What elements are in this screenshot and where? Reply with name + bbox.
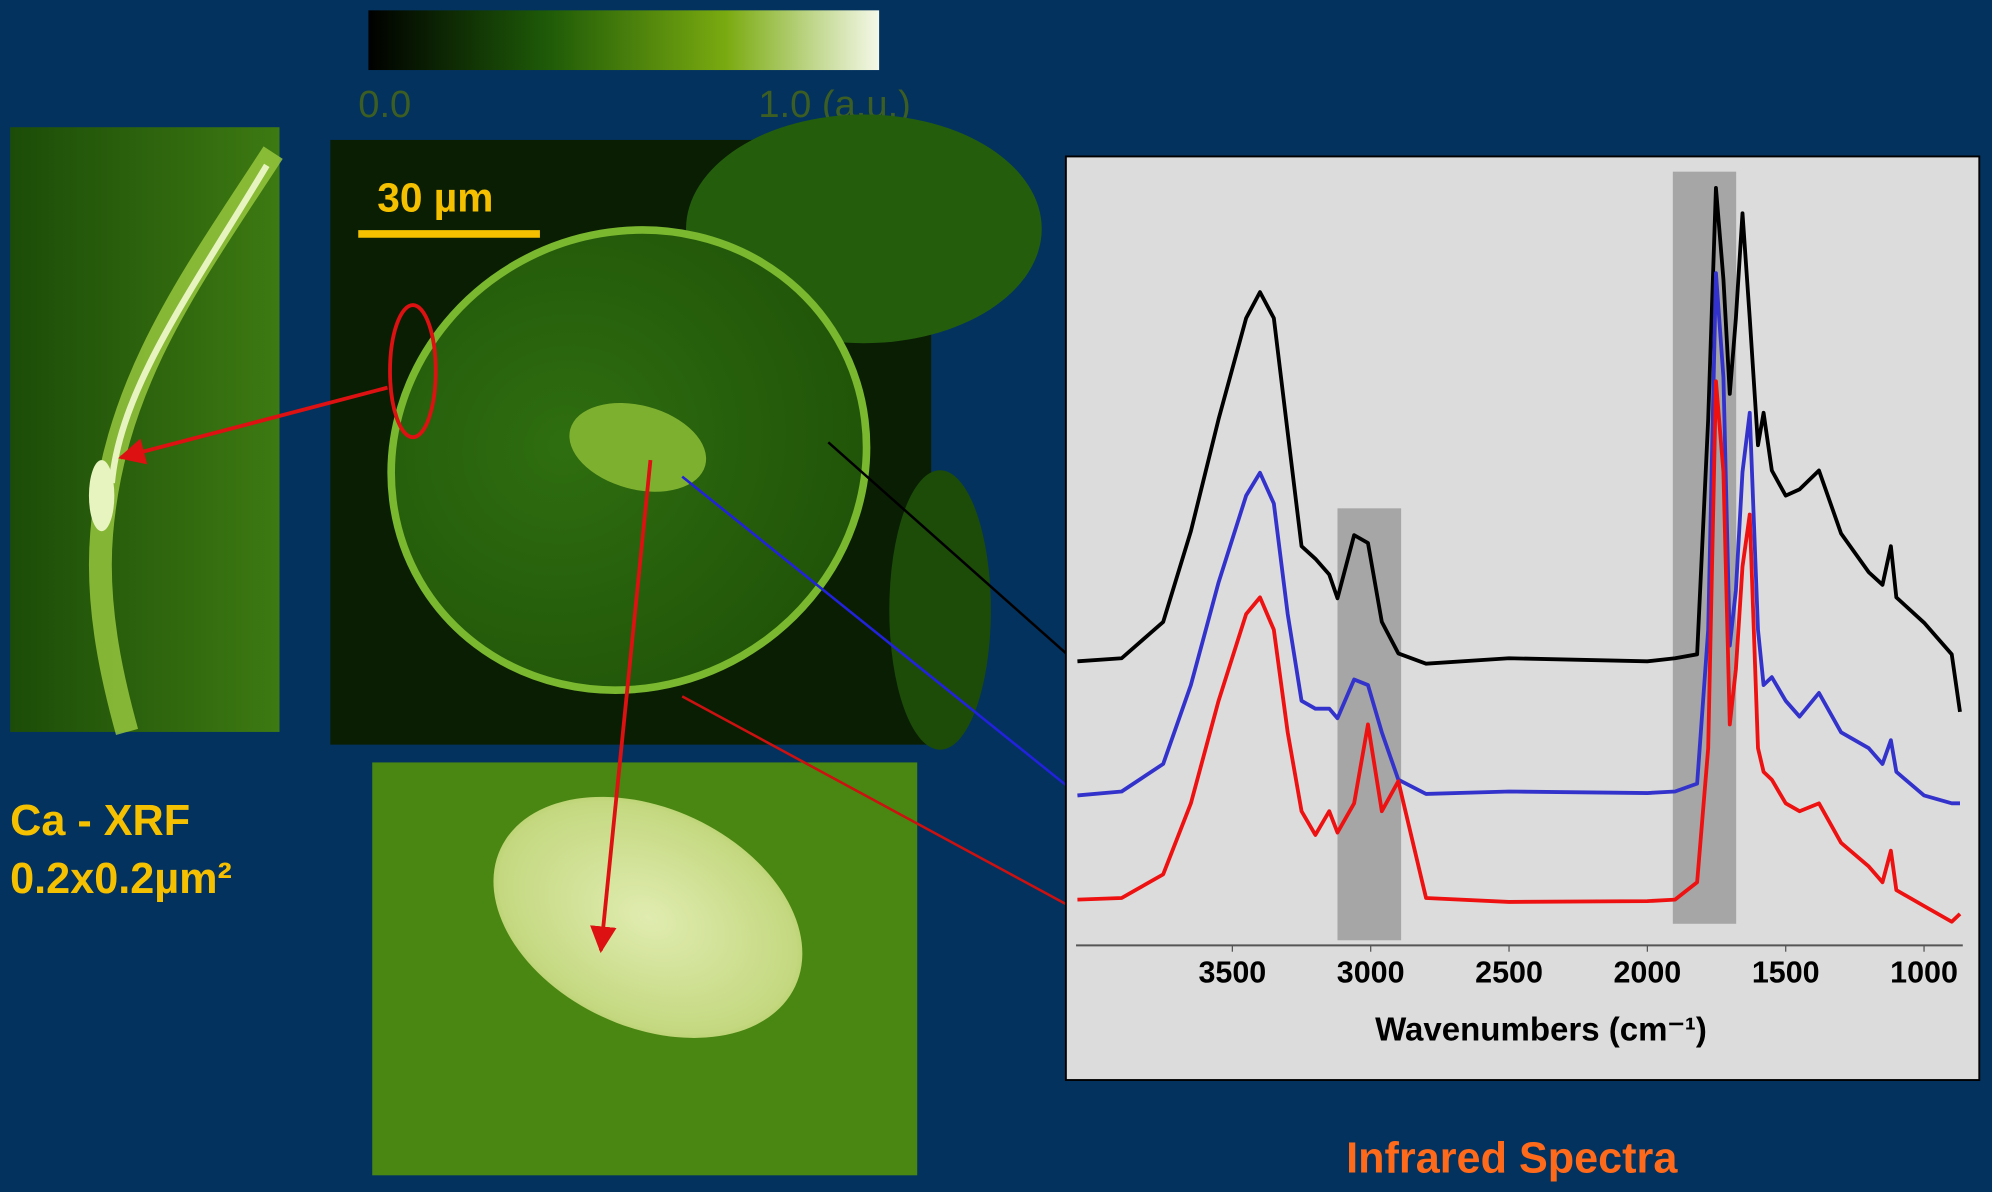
slide: 0.0 1.0 (a.u.) 30 µm Ca - XRF 0.2x0.2µm²… <box>0 0 1992 1192</box>
scale-bar-label: 30 µm <box>377 175 493 221</box>
x-tick-label: 2500 <box>1475 956 1543 990</box>
caption: Ca - XRF <box>10 797 190 845</box>
x-tick-label: 1500 <box>1752 956 1820 990</box>
caption: 0.2x0.2µm² <box>10 855 232 903</box>
x-tick-label: 2000 <box>1613 956 1681 990</box>
x-tick-label: 3500 <box>1198 956 1266 990</box>
x-axis-title: Wavenumbers (cm⁻¹) <box>1375 1010 1707 1047</box>
page: 0.0 1.0 (a.u.) 30 µm Ca - XRF 0.2x0.2µm²… <box>0 0 1992 1192</box>
x-tick-label: 3000 <box>1337 956 1405 990</box>
x-tick-label: 1000 <box>1890 956 1958 990</box>
chart-area <box>1066 156 1979 1080</box>
colorbar <box>368 10 879 70</box>
xrf-zoom-edge <box>10 127 279 732</box>
chart-caption: Infrared Spectra <box>1346 1135 1678 1183</box>
xrf-zoom-nucleus <box>372 750 917 1176</box>
colorbar-min: 0.0 <box>358 84 411 126</box>
